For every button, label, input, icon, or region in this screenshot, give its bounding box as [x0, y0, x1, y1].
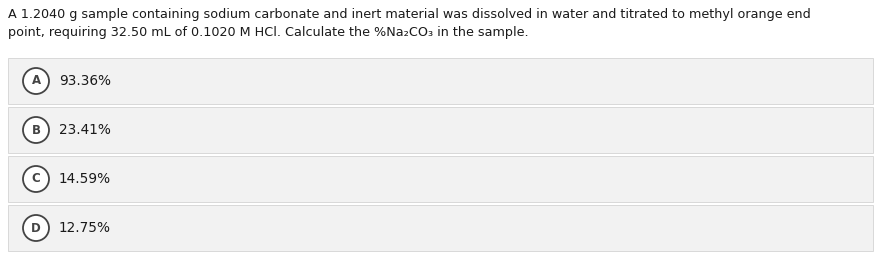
Text: D: D — [31, 221, 41, 234]
Ellipse shape — [23, 117, 49, 143]
Bar — [8, 205, 873, 251]
Text: 23.41%: 23.41% — [59, 123, 111, 137]
Ellipse shape — [23, 215, 49, 241]
Bar — [8, 58, 873, 104]
Text: C: C — [32, 172, 41, 185]
Text: B: B — [32, 123, 41, 136]
Text: 93.36%: 93.36% — [59, 74, 111, 88]
Text: 14.59%: 14.59% — [59, 172, 111, 186]
Text: A 1.2040 g sample containing sodium carbonate and inert material was dissolved i: A 1.2040 g sample containing sodium carb… — [8, 8, 811, 21]
Bar — [8, 107, 873, 153]
Text: 12.75%: 12.75% — [59, 221, 111, 235]
Bar — [8, 156, 873, 202]
Text: point, requiring 32.50 mL of 0.1020 M HCl. Calculate the %Na₂CO₃ in the sample.: point, requiring 32.50 mL of 0.1020 M HC… — [8, 26, 529, 39]
Text: A: A — [32, 74, 41, 87]
Ellipse shape — [23, 68, 49, 94]
Ellipse shape — [23, 166, 49, 192]
